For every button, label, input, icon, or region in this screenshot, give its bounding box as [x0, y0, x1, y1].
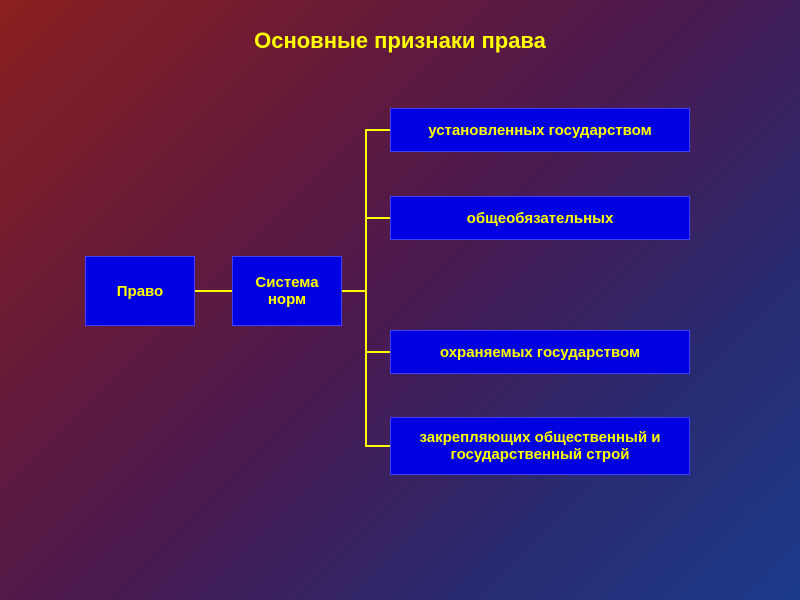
connector-branch-2 [365, 217, 390, 219]
title-text: Основные признаки права [254, 28, 546, 53]
node-pravo: Право [85, 256, 195, 326]
node-item-2-label: общеобязательных [467, 210, 614, 227]
connector-sistema-trunk [342, 290, 365, 292]
connector-branch-4 [365, 445, 390, 447]
connector-trunk-vertical [365, 129, 367, 447]
node-pravo-label: Право [117, 283, 163, 300]
node-item-1: установленных государством [390, 108, 690, 152]
node-item-4: закрепляющих общественный и государствен… [390, 417, 690, 475]
node-sistema-norm: Система норм [232, 256, 342, 326]
node-item-3: охраняемых государством [390, 330, 690, 374]
node-item-2: общеобязательных [390, 196, 690, 240]
node-item-4-label: закрепляющих общественный и государствен… [395, 429, 685, 463]
connector-pravo-sistema [195, 290, 232, 292]
node-sistema-label: Система норм [237, 274, 337, 308]
connector-branch-3 [365, 351, 390, 353]
node-item-3-label: охраняемых государством [440, 344, 640, 361]
diagram-title: Основные признаки права [0, 28, 800, 54]
node-item-1-label: установленных государством [428, 122, 651, 139]
connector-branch-1 [365, 129, 390, 131]
